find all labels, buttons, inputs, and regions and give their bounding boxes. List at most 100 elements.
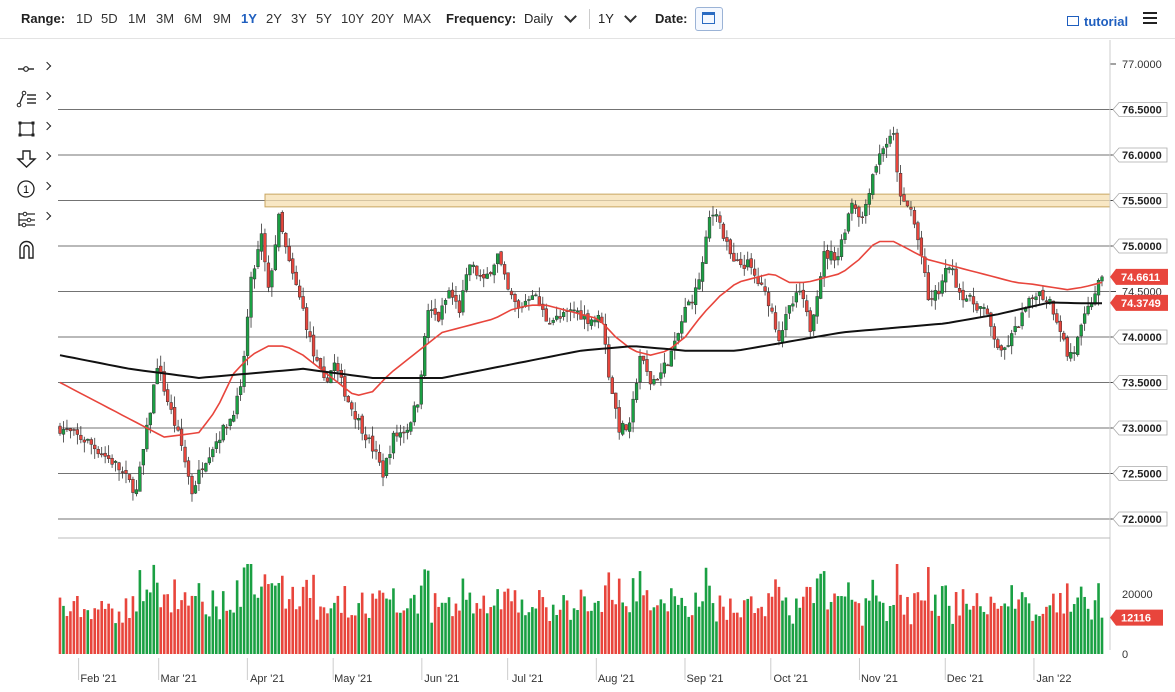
candle-body xyxy=(551,320,555,323)
volume-bar xyxy=(555,614,558,654)
volume-bar xyxy=(843,596,847,654)
hamburger-menu-icon[interactable] xyxy=(1143,12,1157,24)
candle-body xyxy=(214,441,218,449)
candle-body xyxy=(770,307,774,312)
date-picker-button[interactable] xyxy=(695,7,723,31)
volume-bar xyxy=(624,606,628,654)
volume-bar xyxy=(902,614,906,654)
candle-body xyxy=(464,274,469,291)
volume-bar xyxy=(103,608,107,654)
volume-bar xyxy=(736,612,739,654)
candle-body xyxy=(822,251,826,277)
candle-body xyxy=(318,358,323,369)
volume-bar xyxy=(371,593,374,654)
y-tick-box xyxy=(1112,238,1168,254)
volume-bar xyxy=(795,598,798,654)
range-button-9m[interactable]: 9M xyxy=(213,11,232,26)
candle-body xyxy=(1044,300,1049,302)
volume-bar xyxy=(360,592,364,654)
range-button-10y[interactable]: 10Y xyxy=(341,11,365,26)
period-select[interactable]: 1Y xyxy=(598,11,614,26)
candle-body xyxy=(555,315,559,320)
volume-bar xyxy=(715,621,718,654)
tool-magnet[interactable] xyxy=(16,238,52,259)
candle-body xyxy=(495,253,500,265)
volume-bar xyxy=(79,617,83,654)
volume-bar xyxy=(819,573,822,654)
tool-line[interactable] xyxy=(16,59,52,79)
range-button-max[interactable]: MAX xyxy=(403,11,432,26)
candle-body xyxy=(499,251,503,265)
candle-body xyxy=(457,300,462,314)
volume-bar xyxy=(989,596,993,654)
frequency-chevron-down-icon[interactable] xyxy=(564,10,577,23)
line-tool-icon xyxy=(18,66,34,72)
volume-bar xyxy=(923,600,927,654)
tool-rectangle[interactable] xyxy=(16,119,52,139)
volume-bar xyxy=(329,608,333,654)
volume-bar xyxy=(649,610,652,654)
candle-body xyxy=(950,268,955,271)
volume-bar xyxy=(475,603,479,654)
volume-bar xyxy=(951,623,954,654)
candle-body xyxy=(232,414,236,422)
range-button-1y[interactable]: 1Y xyxy=(241,11,257,26)
volume-bar xyxy=(701,601,704,654)
candle-body xyxy=(593,319,597,323)
frequency-select[interactable]: Daily xyxy=(524,11,553,26)
volume-bar xyxy=(1027,603,1031,654)
candle-body xyxy=(450,289,455,298)
candle-body xyxy=(624,424,628,431)
tool-number-marker[interactable]: 1 xyxy=(16,179,52,199)
volume-bar xyxy=(847,582,850,654)
range-button-1m[interactable]: 1M xyxy=(128,11,147,26)
candle-body xyxy=(759,282,764,285)
candle-body xyxy=(1072,352,1076,354)
range-button-3y[interactable]: 3Y xyxy=(291,11,307,26)
volume-bar xyxy=(336,595,340,654)
volume-bar xyxy=(617,578,621,654)
volume-bar xyxy=(538,590,541,654)
period-chevron-down-icon[interactable] xyxy=(624,10,637,23)
volume-bar xyxy=(548,620,552,654)
candle-body xyxy=(311,334,316,357)
volume-bar xyxy=(850,599,854,654)
candle-body xyxy=(374,449,378,452)
film-icon[interactable] xyxy=(1067,16,1079,26)
candle-body xyxy=(256,249,260,267)
candle-body xyxy=(207,457,212,464)
volume-bar xyxy=(944,585,947,654)
range-button-1d[interactable]: 1D xyxy=(76,11,93,26)
volume-bar xyxy=(433,593,437,654)
range-button-2y[interactable]: 2Y xyxy=(266,11,282,26)
tool-list[interactable] xyxy=(16,89,52,109)
volume-bar xyxy=(142,601,145,654)
tool-pattern[interactable] xyxy=(16,209,52,229)
volume-bar xyxy=(364,613,367,654)
tool-arrow[interactable] xyxy=(16,149,52,169)
range-button-3m[interactable]: 3M xyxy=(156,11,175,26)
range-button-6m[interactable]: 6M xyxy=(184,11,203,26)
volume-bar xyxy=(1041,613,1045,654)
candle-body xyxy=(850,202,854,214)
candle-body xyxy=(134,489,139,495)
volume-bar xyxy=(381,592,385,654)
tutorial-link[interactable]: tutorial xyxy=(1084,14,1129,29)
candle-body xyxy=(381,460,385,478)
volume-bar xyxy=(315,619,319,654)
candle-body xyxy=(978,306,983,309)
y-tick-box xyxy=(1112,511,1168,527)
volume-bar xyxy=(586,611,590,654)
range-button-5y[interactable]: 5Y xyxy=(316,11,332,26)
candle-body xyxy=(801,289,805,300)
candle-body xyxy=(370,435,375,452)
candle-body xyxy=(680,321,684,334)
price-chart[interactable]: 77.000076.500076.000075.500075.000074.50… xyxy=(0,40,1175,690)
range-button-20y[interactable]: 20Y xyxy=(371,11,395,26)
number-marker-icon: 1 xyxy=(17,180,35,198)
volume-bar xyxy=(881,602,885,654)
candle-body xyxy=(659,372,663,379)
range-button-5d[interactable]: 5D xyxy=(101,11,118,26)
volume-bar xyxy=(833,593,836,654)
candle-body xyxy=(1010,333,1014,347)
